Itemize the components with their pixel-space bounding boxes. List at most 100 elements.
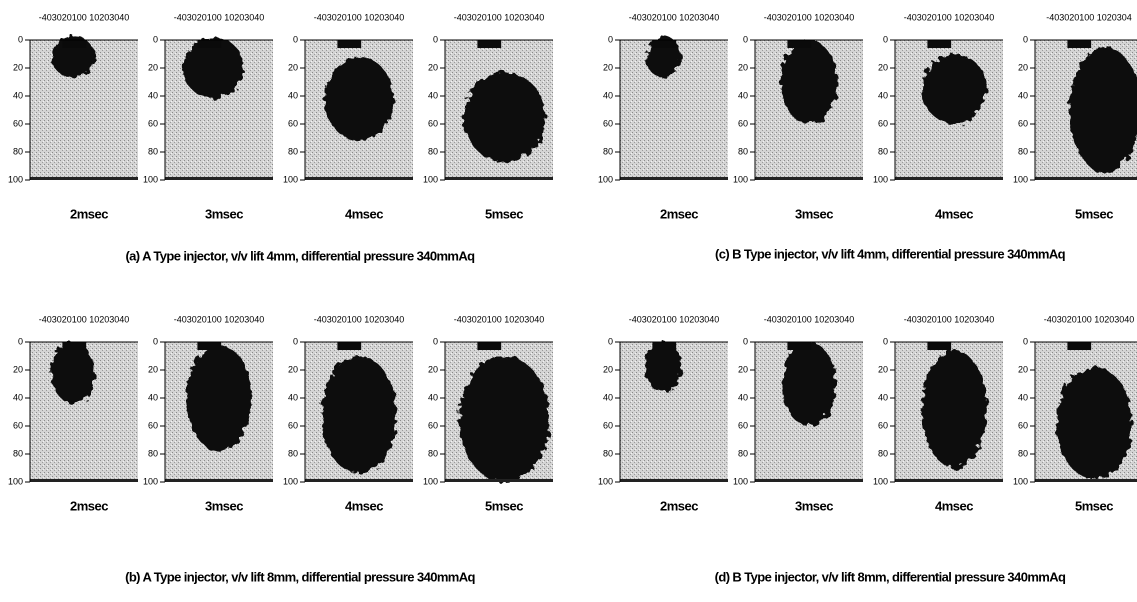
y-tick-label: 100	[423, 476, 438, 486]
y-tick-label: 100	[733, 476, 748, 486]
y-tick-label: 40	[738, 90, 748, 100]
y-tick-label: 60	[13, 420, 23, 430]
y-tick-label: 0	[153, 336, 158, 346]
spray-plume	[922, 350, 987, 469]
figure-group: -403020100 102030400204060801002msec-403…	[598, 314, 1137, 584]
y-tick-label: 60	[738, 118, 748, 128]
nozzle-top	[62, 342, 87, 350]
y-tick-label: 20	[878, 364, 888, 374]
y-tick-label: 60	[878, 118, 888, 128]
nozzle-top	[197, 342, 222, 350]
spray-plume	[186, 344, 252, 452]
y-tick-label: 40	[288, 392, 298, 402]
y-tick-label: 80	[878, 146, 888, 156]
y-tick-label: 80	[13, 146, 23, 156]
y-tick-label: 0	[1023, 336, 1028, 346]
bottom-edge	[1035, 177, 1137, 180]
y-tick-label: 80	[428, 146, 438, 156]
nozzle-top	[1067, 40, 1092, 48]
y-tick-label: 100	[1013, 174, 1028, 184]
bottom-edge	[445, 177, 553, 180]
nozzle-top	[62, 40, 87, 48]
y-tick-label: 20	[428, 62, 438, 72]
y-tick-label: 80	[288, 146, 298, 156]
y-tick-label: 20	[13, 62, 23, 72]
frame-time-label: 2msec	[70, 498, 108, 513]
y-tick-label: 60	[148, 118, 158, 128]
frame-time-label: 4msec	[935, 498, 973, 513]
nozzle-top	[1067, 342, 1092, 350]
frame-time-label: 5msec	[485, 498, 523, 513]
y-tick-label: 80	[13, 448, 23, 458]
y-tick-label: 40	[603, 90, 613, 100]
y-tick-label: 20	[13, 364, 23, 374]
y-tick-label: 0	[608, 34, 613, 44]
y-tick-label: 20	[738, 62, 748, 72]
x-axis-labels: -403020100 10203040	[629, 12, 720, 22]
spray-plume	[183, 37, 244, 99]
y-tick-label: 100	[8, 174, 23, 184]
y-tick-label: 100	[143, 174, 158, 184]
y-tick-label: 40	[13, 90, 23, 100]
x-axis-labels: -403020100 10203040	[39, 314, 130, 324]
y-tick-label: 0	[743, 34, 748, 44]
x-axis-labels: -403020100 10203040	[454, 314, 545, 324]
y-tick-label: 80	[1018, 146, 1028, 156]
spray-plume	[324, 56, 394, 141]
bottom-edge	[895, 177, 1003, 180]
y-tick-label: 100	[143, 476, 158, 486]
figure-group: -403020100 102030400204060801002msec-403…	[598, 12, 1137, 261]
y-tick-label: 40	[1018, 90, 1028, 100]
y-tick-label: 100	[283, 174, 298, 184]
y-tick-label: 20	[1018, 62, 1028, 72]
y-tick-label: 0	[293, 34, 298, 44]
y-tick-label: 60	[428, 118, 438, 128]
y-tick-label: 40	[148, 90, 158, 100]
x-axis-labels: -403020100 10203040	[904, 12, 995, 22]
x-axis-labels: -403020100 1020304	[1046, 12, 1132, 22]
y-tick-label: 40	[878, 90, 888, 100]
y-tick-label: 0	[18, 34, 23, 44]
y-tick-label: 40	[428, 90, 438, 100]
y-tick-label: 0	[743, 336, 748, 346]
y-tick-label: 20	[428, 364, 438, 374]
frame-time-label: 4msec	[345, 498, 383, 513]
bottom-edge	[895, 479, 1003, 482]
frame-time-label: 5msec	[485, 206, 523, 221]
x-axis-labels: -403020100 10203040	[314, 12, 405, 22]
y-tick-label: 0	[293, 336, 298, 346]
y-tick-label: 40	[288, 90, 298, 100]
nozzle-top	[337, 342, 362, 350]
bottom-edge	[165, 479, 273, 482]
figure-group: -403020100 102030400204060801002msec-403…	[8, 12, 553, 263]
nozzle-top	[927, 40, 952, 48]
spray-plume	[51, 342, 95, 404]
frame-time-label: 5msec	[1075, 206, 1113, 221]
nozzle-top	[652, 342, 677, 350]
y-tick-label: 100	[873, 174, 888, 184]
y-tick-label: 40	[13, 392, 23, 402]
y-tick-label: 100	[8, 476, 23, 486]
spray-plume	[459, 356, 550, 482]
frame-time-label: 2msec	[660, 498, 698, 513]
y-tick-label: 60	[738, 420, 748, 430]
nozzle-top	[477, 40, 502, 48]
y-tick-label: 0	[153, 34, 158, 44]
spray-plume	[463, 72, 546, 162]
x-axis-labels: -403020100 10203040	[764, 314, 855, 324]
y-tick-label: 40	[738, 392, 748, 402]
bottom-edge	[1035, 479, 1137, 482]
y-tick-label: 60	[1018, 118, 1028, 128]
y-tick-label: 0	[433, 34, 438, 44]
nozzle-top	[787, 40, 812, 48]
x-axis-labels: -403020100 10203040	[629, 314, 720, 324]
y-tick-label: 40	[1018, 392, 1028, 402]
y-tick-label: 0	[18, 336, 23, 346]
y-tick-label: 20	[288, 62, 298, 72]
y-tick-label: 60	[603, 118, 613, 128]
frame-time-label: 3msec	[795, 206, 833, 221]
y-tick-label: 80	[603, 146, 613, 156]
frame-time-label: 4msec	[345, 206, 383, 221]
group-caption: (d) B Type injector, v/v lift 8mm, diffe…	[715, 569, 1066, 584]
y-tick-label: 20	[603, 364, 613, 374]
